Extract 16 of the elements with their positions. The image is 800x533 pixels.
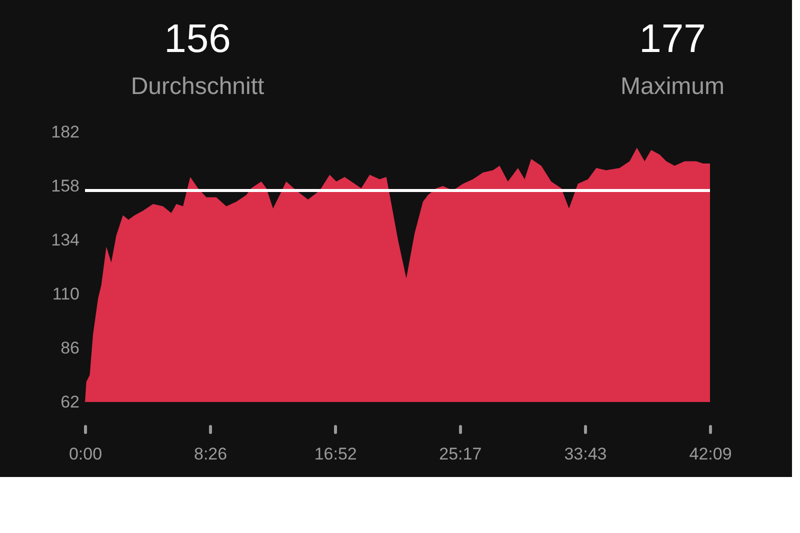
text: Durchschnitt: [130, 73, 265, 100]
y-tick-label: 86: [60, 338, 80, 358]
x-tick-label: 16:52: [314, 444, 357, 464]
y-tick-label: 62: [60, 392, 80, 412]
text: 156: [164, 17, 231, 61]
x-tick-label: 42:09: [689, 444, 732, 464]
text: 177: [639, 17, 706, 61]
x-tick-label: 25:17: [439, 444, 482, 464]
y-tick-label: 182: [51, 122, 80, 142]
y-tick-label: 158: [51, 176, 80, 196]
x-tick-label: 33:43: [564, 444, 607, 464]
y-tick-label: 134: [51, 230, 80, 250]
text: Maximum: [620, 73, 725, 100]
y-tick-label: 110: [52, 284, 80, 304]
x-tick-label: 0:00: [68, 444, 102, 464]
x-tick-label: 8:26: [194, 444, 228, 464]
